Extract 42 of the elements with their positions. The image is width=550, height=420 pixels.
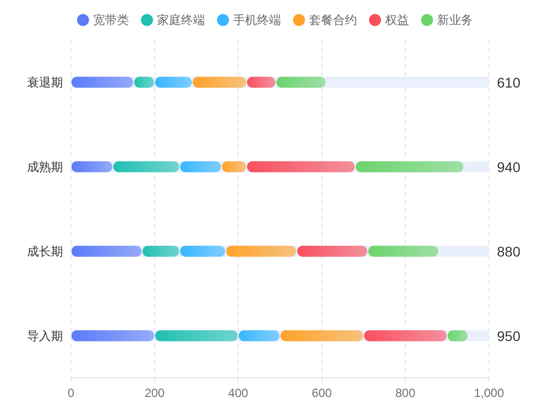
legend-label: 权益: [384, 13, 409, 27]
legend-label: 手机终端: [233, 13, 281, 27]
text: 610: [497, 74, 521, 90]
bar: [222, 161, 246, 172]
bar: [155, 76, 192, 88]
bar: [72, 161, 112, 172]
legend-label: 新业务: [437, 13, 473, 27]
bar: [247, 76, 276, 88]
bar: [276, 76, 326, 88]
y-tick-label: 成熟期: [27, 160, 63, 174]
y-tick-label: 成长期: [27, 244, 63, 258]
text: 940: [497, 158, 521, 175]
legend-label: 套餐合约: [309, 13, 357, 27]
bar: [180, 246, 226, 257]
bar: [280, 330, 364, 342]
bar: [247, 161, 355, 172]
x-tick-label: 1,000: [474, 386, 504, 400]
bar: [364, 330, 447, 342]
bar: [180, 161, 221, 172]
bar: [72, 330, 154, 342]
bar: [113, 161, 180, 172]
x-tick-label: 600: [312, 386, 332, 400]
text: 880: [497, 243, 521, 260]
y-tick-label: 导入期: [27, 328, 63, 343]
bar: [238, 330, 280, 342]
y-tick-label: 衰退期: [27, 75, 63, 90]
x-tick-label: 0: [68, 386, 75, 400]
bar: [226, 246, 296, 257]
bar: [72, 76, 134, 88]
legend-label: 宽带类: [93, 13, 129, 27]
text: 950: [497, 328, 521, 344]
x-tick-label: 800: [395, 386, 416, 400]
bar: [155, 330, 238, 342]
bar: [192, 76, 246, 88]
x-tick-label: 400: [228, 386, 249, 400]
bar: [368, 246, 438, 257]
legend-label: 家庭终端: [157, 13, 205, 27]
bar: [142, 246, 180, 257]
bar: [297, 246, 368, 257]
bar: [356, 161, 464, 172]
x-tick-label: 200: [144, 386, 165, 400]
bar: [72, 246, 142, 257]
